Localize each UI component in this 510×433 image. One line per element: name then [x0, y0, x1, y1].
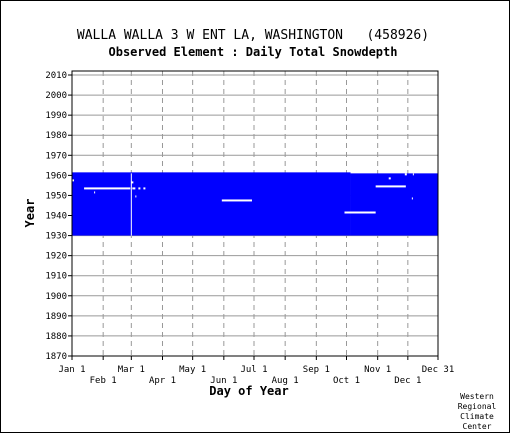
- x-tick-label: Jun 1: [210, 376, 237, 386]
- y-tick-label: 2010: [45, 71, 67, 81]
- y-tick-label: 1990: [45, 111, 67, 121]
- y-tick-label: 1960: [45, 171, 67, 181]
- observed-block: [72, 172, 351, 236]
- credit-line-2: Regional: [458, 402, 497, 411]
- missing-segment: [404, 173, 407, 176]
- missing-segment: [412, 173, 414, 176]
- credit-line-4: Center: [463, 422, 492, 431]
- y-tick-label: 1930: [45, 232, 67, 242]
- missing-segment: [138, 187, 141, 190]
- y-tick-label: 1880: [45, 332, 67, 342]
- x-tick-label: Sep 1: [303, 365, 330, 375]
- missing-segment: [388, 177, 391, 180]
- chart-title: WALLA WALLA 3 W ENT LA, WASHINGTON (4589…: [77, 28, 429, 43]
- missing-segment: [221, 199, 252, 202]
- plot-area: [71, 70, 439, 357]
- y-tick-label: 2000: [45, 91, 67, 101]
- y-tick-label: 1870: [45, 352, 67, 362]
- missing-segment: [135, 195, 137, 198]
- y-tick-label: 1920: [45, 252, 67, 262]
- missing-segment: [84, 187, 131, 190]
- missing-segment: [131, 181, 134, 184]
- credit-line-1: Western: [460, 392, 494, 401]
- missing-segment: [94, 191, 96, 194]
- y-tick-label: 1900: [45, 292, 67, 302]
- missing-column: [130, 173, 132, 236]
- y-tick-label: 1910: [45, 272, 67, 282]
- y-tick-label: 1980: [45, 131, 67, 141]
- plot-border: [71, 70, 439, 357]
- x-tick-label: May 1: [179, 365, 206, 375]
- x-axis-ticks: Jan 1 Mar 1 May 1 Jul 1 Sep 1 Nov 1 Dec 31 Feb …: [58, 356, 454, 386]
- missing-segment: [132, 187, 136, 190]
- y-tick-label: 1950: [45, 191, 67, 201]
- y-tick-label: 1940: [45, 212, 67, 222]
- credit-block: Western Regional Climate Center: [458, 392, 497, 431]
- y-axis-label: Year: [23, 199, 37, 228]
- x-tick-label: Mar 1: [118, 365, 145, 375]
- x-tick-label: Nov 1: [364, 365, 391, 375]
- x-tick-label: Jul 1: [240, 365, 267, 375]
- x-tick-label: Feb 1: [90, 376, 117, 386]
- x-tick-label: Oct 1: [333, 376, 360, 386]
- missing-segment: [72, 179, 75, 182]
- observed-block: [350, 173, 438, 236]
- credit-line-3: Climate: [460, 412, 494, 421]
- missing-segment: [411, 197, 413, 200]
- chart-subtitle: Observed Element : Daily Total Snowdepth: [109, 45, 398, 59]
- x-tick-label: Dec 1: [394, 376, 421, 386]
- missing-segment: [344, 211, 376, 214]
- x-axis-label: Day of Year: [209, 384, 288, 398]
- x-tick-label: Jan 1: [58, 365, 85, 375]
- missing-segment: [375, 185, 406, 188]
- x-tick-label: Aug 1: [272, 376, 299, 386]
- x-tick-label: Dec 31: [422, 365, 455, 375]
- y-tick-label: 1890: [45, 312, 67, 322]
- y-tick-label: 1970: [45, 151, 67, 161]
- missing-segment: [143, 187, 146, 190]
- x-tick-label: Apr 1: [149, 376, 176, 386]
- y-axis-ticks: 1870 1880 1890 1900 1910 1920 1930 1940 1950 1960…: [45, 71, 72, 362]
